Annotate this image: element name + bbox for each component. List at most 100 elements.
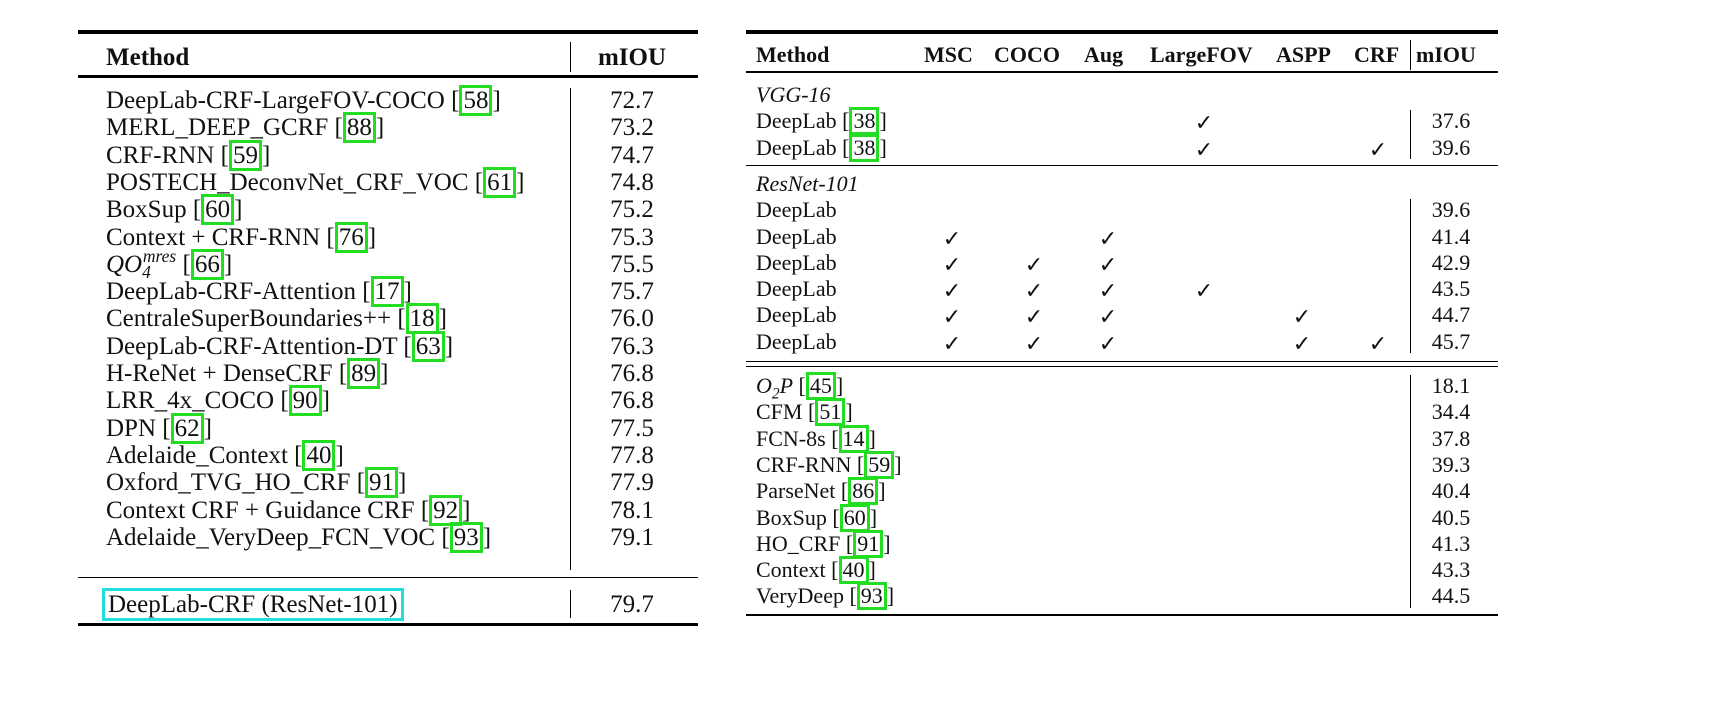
method-name: DeepLab [38] bbox=[756, 107, 887, 136]
method-label: CFM bbox=[756, 399, 803, 425]
citation-link[interactable]: 51 bbox=[815, 398, 846, 427]
citation-link[interactable]: 60 bbox=[839, 503, 870, 532]
miou-value: 73.2 bbox=[610, 114, 654, 142]
method-label: DeepLab bbox=[756, 108, 837, 134]
method-name: ParseNet [86] bbox=[756, 477, 886, 506]
miou-value: 77.5 bbox=[610, 414, 654, 442]
citation-link[interactable]: 14 bbox=[838, 424, 869, 453]
final-method: DeepLab-CRF (ResNet-101) bbox=[102, 588, 404, 621]
method-name: DeepLab bbox=[756, 330, 837, 353]
citation-link[interactable]: 66 bbox=[190, 248, 224, 280]
method-label: ParseNet bbox=[756, 478, 836, 504]
citation-link[interactable]: 63 bbox=[411, 330, 445, 362]
group-rule bbox=[746, 164, 1498, 166]
citation-link[interactable]: 38 bbox=[849, 107, 880, 136]
miou-value: 77.9 bbox=[610, 469, 654, 497]
column-header-coco: COCO bbox=[994, 42, 1060, 67]
citation-link[interactable]: 62 bbox=[170, 412, 204, 444]
citation-link[interactable]: 88 bbox=[342, 112, 376, 144]
top-rule bbox=[746, 30, 1498, 34]
citation-link[interactable]: 18 bbox=[405, 303, 439, 335]
right-table: Method MSC COCO Aug LargeFOV ASPP CRF mIOU VGG-1… bbox=[746, 30, 1498, 630]
column-header-method: Method bbox=[106, 44, 190, 71]
method-label: DeepLab-CRF-Attention bbox=[106, 278, 356, 306]
method-label: Oxford_TVG_HO_CRF bbox=[106, 469, 351, 497]
method-name: DeepLab bbox=[756, 199, 837, 221]
miou-value: 76.3 bbox=[610, 332, 654, 360]
citation-link[interactable]: 59 bbox=[228, 139, 262, 171]
citation-link[interactable]: 92 bbox=[429, 494, 463, 526]
method-name: DeepLab bbox=[756, 278, 837, 300]
miou-value: 39.3 bbox=[1431, 451, 1471, 477]
citation-link[interactable]: 60 bbox=[201, 194, 235, 226]
method-name: DeepLab bbox=[756, 225, 837, 248]
method-name: DeepLab-CRF-Attention-DT [63] bbox=[106, 330, 454, 362]
citation-link[interactable]: 93 bbox=[449, 521, 483, 553]
method-label: H-ReNet + DenseCRF bbox=[106, 360, 333, 387]
method-label: DeepLab-CRF-Attention-DT bbox=[106, 332, 398, 360]
method-name: Adelaide_VeryDeep_FCN_VOC [93] bbox=[106, 521, 492, 553]
citation-link[interactable]: 17 bbox=[370, 276, 404, 308]
check-mark: ✓ bbox=[942, 330, 962, 356]
citation-link[interactable]: 40 bbox=[838, 556, 869, 585]
miou-value: 78.1 bbox=[610, 496, 654, 524]
citation-link[interactable]: 58 bbox=[459, 85, 493, 116]
method-label: Adelaide_Context bbox=[106, 441, 288, 469]
miou-value: 39.6 bbox=[1431, 134, 1471, 160]
citation-link[interactable]: 89 bbox=[347, 358, 381, 389]
citation-link[interactable]: 59 bbox=[864, 450, 895, 479]
citation-link[interactable]: 38 bbox=[849, 133, 880, 162]
method-name: Adelaide_Context [40] bbox=[106, 439, 344, 471]
bottom-rule bbox=[746, 613, 1498, 616]
check-mark: ✓ bbox=[1024, 304, 1044, 330]
method-symbol: O bbox=[756, 373, 772, 398]
method-label: BoxSup bbox=[756, 504, 827, 530]
citation-link[interactable]: 91 bbox=[365, 467, 399, 499]
method-subscript: 4 bbox=[142, 261, 151, 282]
column-header-largefov: LargeFOV bbox=[1150, 42, 1253, 67]
citation-link[interactable]: 93 bbox=[856, 582, 887, 611]
column-header-aug: Aug bbox=[1084, 42, 1124, 67]
check-mark: ✓ bbox=[1292, 304, 1312, 330]
citation-link[interactable]: 76 bbox=[334, 221, 368, 253]
section-rule bbox=[746, 361, 1498, 362]
left-table: Method mIOU DeepLab-CRF-LargeFOV-COCO [58]… bbox=[78, 30, 700, 630]
method-name: DPN [62] bbox=[106, 412, 212, 444]
highlighted-method: DeepLab-CRF (ResNet-101) bbox=[102, 588, 404, 621]
citation-link[interactable]: 45 bbox=[805, 372, 836, 400]
method-label: FCN-8s bbox=[756, 425, 826, 451]
citation-link[interactable]: 90 bbox=[288, 385, 322, 417]
miou-value: 44.7 bbox=[1431, 302, 1471, 328]
method-name: DeepLab [38] bbox=[756, 133, 887, 162]
column-separator bbox=[1410, 375, 1411, 608]
method-name: MERL_DEEP_GCRF [88] bbox=[106, 112, 385, 144]
miou-value: 37.8 bbox=[1431, 425, 1471, 451]
column-header-aspp: ASPP bbox=[1276, 42, 1331, 67]
miou-value: 76.8 bbox=[610, 387, 654, 415]
citation-link[interactable]: 40 bbox=[302, 439, 336, 471]
method-name: Oxford_TVG_HO_CRF [91] bbox=[106, 467, 407, 499]
column-header-miou: mIOU bbox=[1416, 42, 1476, 67]
miou-value: 75.3 bbox=[610, 223, 654, 251]
method-name: DeepLab bbox=[756, 304, 837, 326]
method-name: Context CRF + Guidance CRF [92] bbox=[106, 494, 471, 526]
citation-link[interactable]: 61 bbox=[483, 166, 517, 198]
check-mark: ✓ bbox=[1098, 330, 1118, 356]
miou-value: 72.7 bbox=[610, 87, 654, 114]
check-mark: ✓ bbox=[1024, 330, 1044, 356]
miou-value: 40.5 bbox=[1431, 504, 1471, 530]
check-mark: ✓ bbox=[1024, 251, 1044, 277]
miou-value: 75.5 bbox=[610, 250, 654, 278]
method-name: DeepLab bbox=[756, 251, 837, 274]
miou-value: 74.7 bbox=[610, 141, 654, 169]
citation-link[interactable]: 86 bbox=[848, 477, 879, 506]
check-mark: ✓ bbox=[1098, 251, 1118, 277]
miou-value: 34.4 bbox=[1431, 399, 1471, 425]
method-label: DeepLab bbox=[756, 276, 837, 302]
method-name: POSTECH_DeconvNet_CRF_VOC [61] bbox=[106, 166, 525, 198]
miou-value: 37.6 bbox=[1431, 108, 1471, 134]
miou-value: 79.7 bbox=[610, 591, 654, 618]
method-label: DeepLab-CRF-LargeFOV-COCO bbox=[106, 87, 445, 114]
citation-link[interactable]: 91 bbox=[853, 529, 884, 558]
method-label: CRF-RNN bbox=[106, 141, 215, 169]
